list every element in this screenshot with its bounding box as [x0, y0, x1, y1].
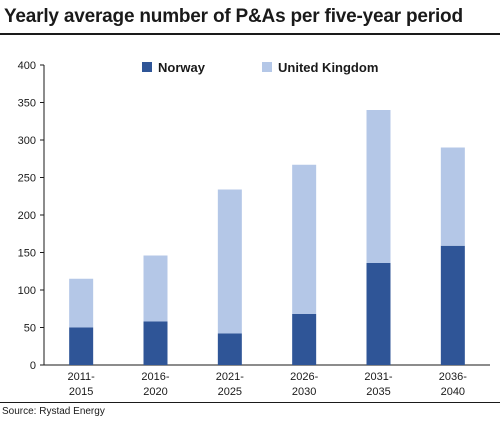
x-tick-label: 2031-: [364, 371, 392, 383]
legend-swatch: [142, 62, 152, 72]
y-axis: 0 50 100 150 200 250 300 350 400: [18, 60, 45, 372]
x-tick-label: 2026-: [290, 371, 318, 383]
legend-swatch: [262, 62, 272, 72]
bar-norway: [366, 263, 391, 365]
y-tick-label: 300: [18, 135, 36, 147]
bar-norway: [69, 327, 94, 365]
y-tick-label: 200: [18, 210, 36, 222]
bar-united-kingdom: [366, 110, 391, 263]
x-tick-label: 2035: [366, 386, 390, 398]
bar-norway: [217, 333, 242, 365]
y-tick-label: 400: [18, 60, 36, 72]
x-tick-label: 2016-: [141, 371, 169, 383]
y-tick-label: 150: [18, 248, 36, 260]
bar-united-kingdom: [292, 164, 317, 314]
chart-title: Yearly average number of P&As per five-y…: [4, 6, 463, 27]
source-note: Source: Rystad Energy: [2, 406, 105, 417]
bar-norway: [440, 245, 465, 365]
x-tick-label: 2025: [218, 386, 242, 398]
x-tick-label: 2020: [143, 386, 167, 398]
bars: [69, 110, 465, 365]
x-tick-label: 2011-: [68, 371, 96, 383]
x-tick-label: 2021-: [216, 371, 244, 383]
legend-label: Norway: [158, 60, 206, 75]
legend: Norway United Kingdom: [142, 60, 378, 75]
x-tick-label: 2030: [292, 386, 316, 398]
y-tick-label: 50: [24, 323, 36, 335]
x-tick-label: 2015: [69, 386, 93, 398]
legend-label: United Kingdom: [278, 60, 378, 75]
title-divider: [0, 33, 500, 35]
y-tick-label: 0: [30, 360, 36, 372]
x-tick-label: 2036-: [439, 371, 467, 383]
bar-united-kingdom: [143, 255, 168, 322]
y-tick-label: 250: [18, 173, 36, 185]
bar-united-kingdom: [440, 147, 465, 246]
y-tick-label: 100: [18, 285, 36, 297]
y-tick-label: 350: [18, 98, 36, 110]
source-divider: [0, 402, 500, 403]
x-axis: 2011- 2015 2016- 2020 2021- 2025 2026- 2030 2031…: [44, 364, 490, 398]
bar-norway: [292, 314, 317, 365]
bar-norway: [143, 321, 168, 365]
bar-united-kingdom: [217, 189, 242, 334]
bar-united-kingdom: [69, 278, 94, 328]
x-tick-label: 2040: [441, 386, 465, 398]
